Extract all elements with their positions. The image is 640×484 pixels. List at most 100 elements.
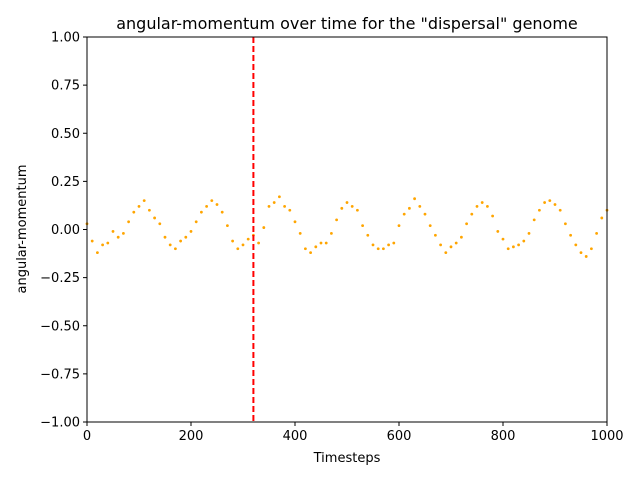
data-point: [298, 231, 302, 235]
data-point: [475, 205, 479, 208]
data-point: [340, 206, 344, 210]
data-point: [210, 199, 214, 203]
data-point: [428, 224, 432, 228]
data-point: [595, 231, 598, 235]
data-point: [127, 220, 130, 224]
data-point: [397, 224, 401, 228]
data-point: [439, 243, 442, 247]
data-point: [506, 247, 510, 251]
data-point: [558, 208, 562, 212]
data-point: [356, 208, 359, 212]
data-point: [480, 201, 484, 204]
y-tick-label: −0.75: [40, 367, 80, 382]
data-point: [553, 203, 557, 206]
data-point: [335, 218, 338, 222]
data-point: [116, 235, 120, 239]
data-point: [460, 235, 463, 239]
x-tick-label: 0: [83, 429, 91, 444]
data-point: [449, 245, 453, 249]
data-point: [101, 243, 104, 247]
data-point: [418, 205, 422, 208]
data-point: [413, 197, 416, 201]
data-point: [283, 205, 286, 208]
data-point: [382, 247, 385, 251]
y-tick-label: 0.75: [51, 79, 80, 94]
data-point: [215, 203, 219, 206]
data-point: [512, 245, 515, 249]
data-point: [517, 243, 520, 247]
data-point: [257, 241, 260, 245]
data-point: [350, 205, 354, 208]
data-point: [174, 247, 177, 251]
data-point: [272, 201, 276, 204]
x-tick-label: 600: [387, 429, 412, 444]
data-point: [111, 230, 115, 233]
chart-title: angular-momentum over time for the "disp…: [116, 14, 578, 33]
data-point: [267, 205, 271, 208]
data-point: [90, 239, 94, 243]
data-point: [246, 237, 250, 241]
data-point: [262, 226, 266, 229]
data-point: [200, 210, 203, 214]
data-point: [402, 212, 406, 216]
data-point: [288, 208, 292, 212]
data-point: [548, 199, 552, 203]
data-point: [543, 201, 546, 204]
data-point: [122, 231, 125, 235]
data-point: [319, 241, 323, 245]
data-point: [314, 245, 318, 249]
data-point: [132, 210, 136, 214]
data-point: [486, 205, 489, 208]
x-axis-label: Timesteps: [313, 451, 381, 466]
data-point: [220, 210, 224, 214]
data-point: [205, 205, 209, 208]
x-tick-label: 400: [283, 429, 308, 444]
y-tick-label: 0.50: [51, 127, 80, 142]
data-point: [465, 222, 468, 226]
data-point: [137, 205, 141, 208]
y-tick-label: −0.25: [40, 271, 80, 286]
data-point: [532, 218, 536, 222]
data-point: [371, 243, 375, 247]
data-point: [148, 208, 151, 212]
data-point: [345, 201, 349, 204]
plot-frame: [86, 36, 608, 423]
data-point: [590, 247, 593, 251]
data-point: [142, 199, 146, 203]
data-point: [226, 224, 229, 228]
data-point: [434, 233, 437, 237]
data-point: [231, 239, 235, 243]
data-point: [574, 243, 578, 247]
data-point: [501, 237, 505, 241]
data-points: [85, 195, 609, 258]
y-axis-label: angular-momentum: [15, 165, 30, 294]
data-point: [278, 195, 281, 199]
y-tick-label: −1.00: [40, 416, 80, 431]
data-point: [163, 235, 167, 239]
data-point: [444, 251, 448, 255]
data-point: [584, 255, 588, 258]
data-point: [569, 233, 572, 237]
data-point: [168, 243, 172, 247]
x-tick-label: 1000: [590, 429, 623, 444]
data-point: [408, 206, 411, 210]
x-tick-label: 800: [491, 429, 516, 444]
data-point: [293, 220, 297, 224]
data-point: [376, 247, 380, 251]
data-point: [153, 216, 157, 220]
y-axis: 1.00 0.75 0.50 0.25 0.00 −0.25 −0.50 −0.75 −1.00: [40, 31, 87, 431]
data-point: [158, 222, 162, 226]
data-point: [304, 247, 307, 251]
data-point: [106, 241, 110, 245]
data-point: [330, 231, 333, 235]
y-tick-label: 0.00: [51, 223, 80, 238]
data-point: [236, 247, 240, 251]
data-point: [491, 214, 494, 218]
data-point: [96, 251, 99, 255]
data-point: [361, 224, 364, 228]
data-point: [522, 239, 526, 243]
data-point: [600, 216, 604, 220]
data-point: [324, 241, 328, 245]
y-tick-label: 1.00: [51, 31, 80, 46]
